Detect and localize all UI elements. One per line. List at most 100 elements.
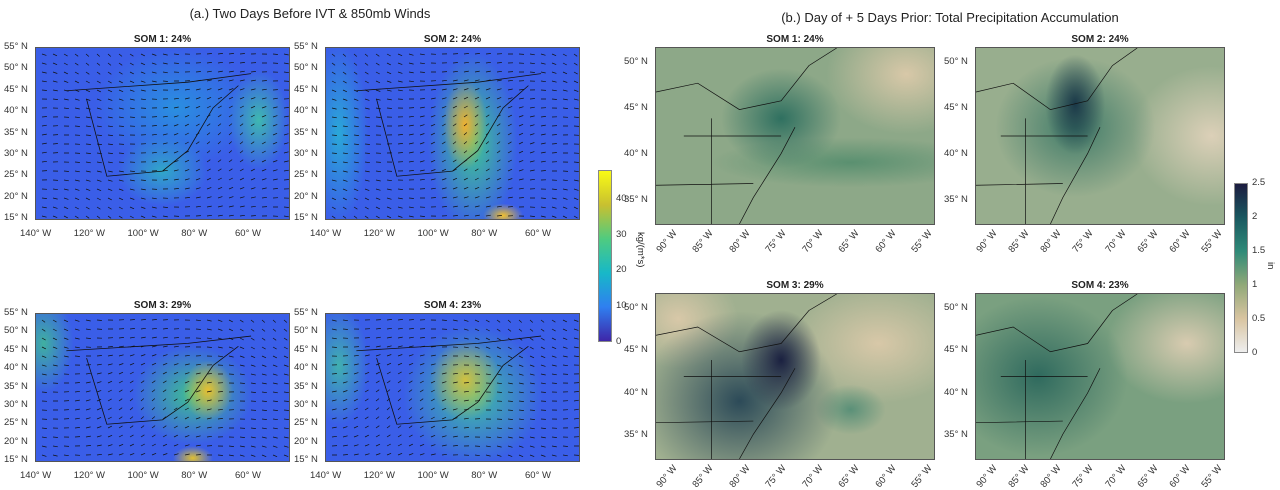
lon-tick-label: 75° W — [1070, 228, 1096, 255]
lat-tick-label: 25° N — [294, 169, 318, 181]
lat-tick-label: 30° N — [294, 398, 318, 410]
lat-tick-label: 40° N — [624, 148, 648, 159]
lon-tick-label: 80° W — [1038, 228, 1064, 255]
lon-tick-label: 55° W — [909, 228, 935, 255]
lon-tick-label: 55° W — [1199, 228, 1225, 255]
colorbar-tick: 0 — [616, 336, 622, 347]
lat-tick-label: 50° N — [944, 302, 968, 313]
precip-map-som3 — [655, 293, 935, 460]
lon-tick-label: 60° W — [525, 470, 551, 481]
colorbar-tick: 2.5 — [1252, 177, 1266, 188]
colorbar-unit-label: kg/(m*s) — [635, 232, 646, 268]
lat-tick-label: 50° N — [4, 62, 28, 74]
precip-map-som1 — [655, 47, 935, 225]
wind-vectors — [41, 53, 289, 219]
lon-tick-label: 120° W — [363, 228, 396, 239]
lat-tick-label: 35° N — [4, 380, 28, 392]
lat-tick-label: 20° N — [294, 435, 318, 447]
colorbar-tick: 2 — [1252, 211, 1258, 222]
map-title: SOM 1: 24% — [766, 34, 824, 45]
lon-tick-label: 70° W — [800, 228, 826, 255]
lat-tick-label: 50° N — [624, 302, 648, 313]
lat-tick-label: 25° N — [4, 169, 28, 181]
colorbar-tick: 1 — [1252, 279, 1258, 290]
lat-tick-label: 55° N — [4, 41, 28, 52]
panel-b-title: (b.) Day of + 5 Days Prior: Total Precip… — [781, 10, 1119, 25]
lat-tick-label: 45° N — [4, 83, 28, 95]
lat-tick-label: 40° N — [944, 148, 968, 159]
colorbar-tick: 10 — [616, 300, 627, 312]
precip-map-som2 — [975, 47, 1225, 225]
coastline-borders — [976, 294, 1138, 459]
ivt-map-som2 — [325, 47, 580, 220]
coastline-borders — [976, 48, 1138, 224]
lat-tick-label: 40° N — [944, 386, 968, 398]
wind-vectors — [331, 53, 579, 219]
lon-tick-label: 140° W — [310, 470, 342, 481]
lon-tick-label: 100° W — [417, 228, 449, 239]
precip-colorbar — [1234, 183, 1248, 353]
lat-tick-label: 50° N — [294, 62, 318, 74]
lon-tick-label: 120° W — [73, 470, 106, 481]
lon-tick-label: 90° W — [654, 228, 680, 255]
lat-tick-label: 40° N — [294, 362, 318, 374]
lat-tick-label: 45° N — [944, 344, 968, 356]
map-title: SOM 2: 24% — [1071, 34, 1129, 45]
lon-tick-label: 85° W — [1006, 228, 1032, 255]
lon-tick-label: 80° W — [471, 228, 498, 239]
lat-tick-label: 55° N — [294, 41, 318, 52]
coastline-borders — [656, 294, 837, 459]
lat-tick-label: 45° N — [624, 102, 648, 113]
lon-tick-label: 60° W — [235, 228, 261, 239]
map-title: SOM 2: 24% — [423, 34, 482, 45]
lat-tick-label: 50° N — [944, 56, 968, 67]
lon-tick-label: 140° W — [20, 228, 52, 239]
lon-tick-label: 60° W — [235, 470, 261, 481]
lon-tick-label: 100° W — [127, 228, 159, 239]
lat-tick-label: 35° N — [944, 194, 968, 205]
lon-tick-label: 85° W — [690, 228, 716, 255]
lat-tick-label: 30° N — [4, 147, 28, 159]
lon-tick-label: 80° W — [471, 470, 498, 481]
ivt-map-som4 — [325, 313, 580, 462]
wind-vectors — [331, 319, 579, 458]
lat-tick-label: 35° N — [294, 126, 318, 138]
lat-tick-label: 25° N — [294, 417, 318, 429]
lat-tick-label: 20° N — [4, 190, 28, 202]
colorbar-tick: 40 — [616, 192, 627, 204]
colorbar-unit-label: in — [1265, 262, 1276, 270]
lat-tick-label: 45° N — [944, 102, 968, 113]
lat-tick-label: 20° N — [294, 190, 318, 202]
lat-tick-label: 30° N — [4, 398, 28, 410]
lon-tick-label: 140° W — [20, 470, 52, 481]
lon-tick-label: 65° W — [836, 228, 862, 255]
colorbar-tick: 0.5 — [1252, 313, 1266, 324]
coastline-borders — [656, 48, 837, 224]
lat-tick-label: 50° N — [4, 325, 28, 337]
lat-tick-label: 50° N — [294, 325, 318, 337]
lat-tick-label: 35° N — [624, 429, 648, 440]
lat-tick-label: 40° N — [294, 105, 318, 117]
colorbar-tick: 1.5 — [1252, 245, 1266, 256]
lat-tick-label: 40° N — [4, 362, 28, 374]
lat-tick-label: 15° N — [294, 454, 318, 465]
lat-tick-label: 40° N — [4, 105, 28, 117]
map-title: SOM 3: 29% — [766, 280, 824, 291]
lat-tick-label: 45° N — [4, 343, 28, 355]
lat-tick-label: 45° N — [624, 344, 648, 356]
lat-tick-label: 30° N — [294, 147, 318, 159]
lat-tick-label: 55° N — [4, 307, 28, 318]
lon-tick-label: 80° W — [727, 228, 753, 255]
map-title: SOM 4: 23% — [1071, 280, 1129, 291]
lat-tick-label: 25° N — [4, 417, 28, 429]
lat-tick-label: 50° N — [624, 56, 648, 67]
lat-tick-label: 55° N — [294, 307, 318, 318]
lat-tick-label: 15° N — [294, 212, 318, 223]
lat-tick-label: 35° N — [624, 194, 648, 205]
colorbar-tick: 20 — [616, 264, 627, 276]
lon-tick-label: 80° W — [181, 228, 208, 239]
lat-tick-label: 45° N — [294, 83, 318, 95]
lat-tick-label: 15° N — [4, 212, 28, 223]
colorbar-tick: 30 — [616, 228, 627, 240]
lat-tick-label: 15° N — [4, 454, 28, 465]
